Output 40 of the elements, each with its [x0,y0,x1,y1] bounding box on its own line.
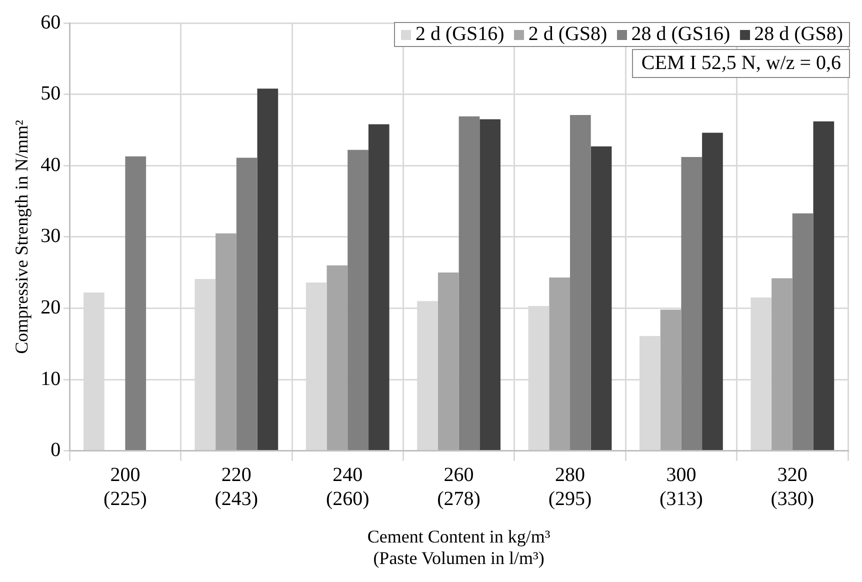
x-axis-title: Cement Content in kg/m³ (Paste Volumen in l/m³) [367,526,551,568]
bar [216,233,236,450]
bar [480,119,500,450]
x-tick-label: 240 (260) [326,464,370,510]
bar [549,278,570,450]
y-tick-label: 60 [40,11,61,34]
bar [348,150,368,450]
legend-label: 28 d (GS8) [754,23,843,46]
y-tick-label: 20 [40,296,61,318]
x-tick-label: 280 (295) [548,464,592,510]
y-tick-label: 40 [40,154,61,176]
bar [458,116,480,450]
bar [681,157,702,450]
bar [438,272,459,450]
bar [702,132,723,450]
y-tick-label: 10 [40,368,61,390]
bar [570,114,591,450]
bar [813,121,834,450]
legend-label: 2 d (GS16) [415,23,504,46]
bar [257,88,278,450]
x-tick-label: 300 (313) [660,464,703,510]
legend-label: 28 d (GS16) [631,23,730,46]
legend-label: 2 d (GS8) [528,23,608,46]
y-axis-title: Compressive Strength in N/mm² [12,120,32,354]
x-tick-label: 260 (278) [437,464,480,510]
y-tick-label: 50 [40,82,61,105]
bar [326,265,348,450]
bar [125,156,146,450]
bar [236,158,258,450]
bar [792,213,814,450]
x-tick-label: 320 (330) [770,464,814,510]
bar [368,124,390,450]
bar [660,310,682,450]
y-tick-label: 0 [50,439,61,462]
bar [772,278,792,450]
x-tick-label: 200 (225) [104,464,147,510]
bar [590,146,612,450]
x-tick-label: 220 (243) [214,464,258,510]
y-tick-label: 30 [40,225,61,248]
annotation: CEM I 52,5 N, w/z = 0,6 [632,49,850,78]
